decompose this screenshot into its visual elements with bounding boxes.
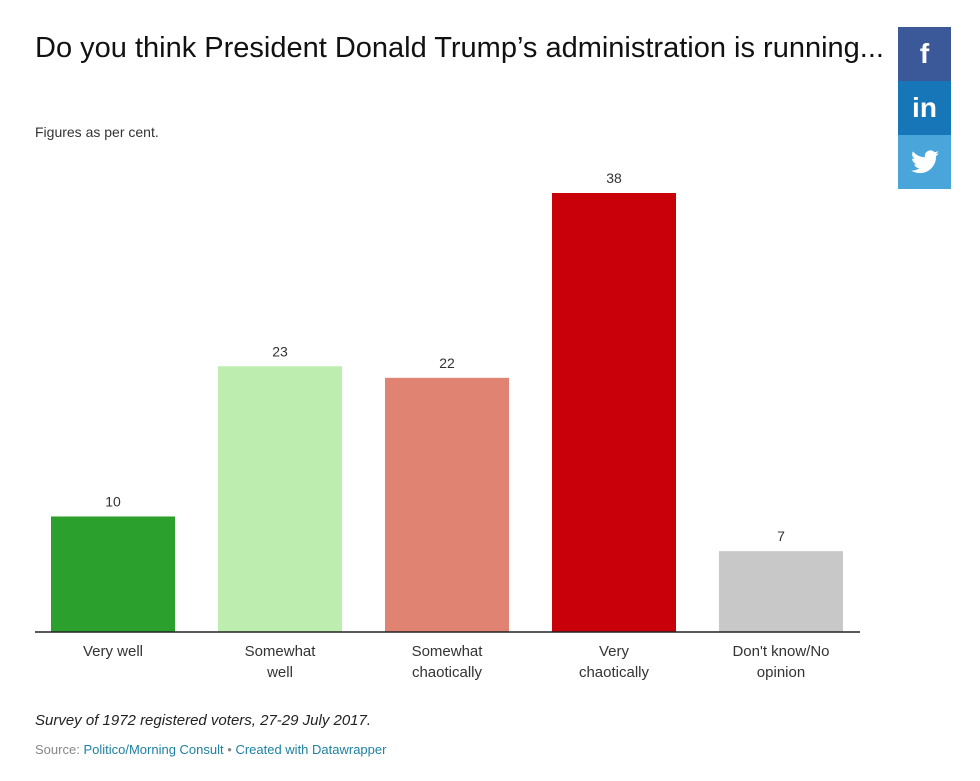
chart-title: Do you think President Donald Trump’s ad… [35, 32, 884, 64]
category-label: Very well [83, 643, 143, 660]
source-line: Source: Politico/Morning Consult • Creat… [35, 742, 386, 757]
value-label: 7 [777, 528, 785, 544]
bar [51, 516, 175, 632]
bar [552, 193, 676, 632]
datawrapper-link[interactable]: Created with Datawrapper [235, 742, 387, 757]
twitter-icon [910, 150, 939, 174]
category-label: Very [599, 643, 630, 660]
value-label: 10 [105, 493, 121, 509]
category-label: opinion [757, 664, 805, 681]
chart-notes: Survey of 1972 registered voters, 27-29 … [35, 712, 372, 729]
chart-subtitle: Figures as per cent. [35, 124, 159, 140]
category-label: well [266, 664, 293, 681]
value-label: 23 [272, 343, 288, 359]
social-share-bar: f in [898, 27, 951, 189]
linkedin-icon: in [912, 92, 937, 123]
value-label: 38 [606, 170, 622, 186]
linkedin-share-button[interactable]: in [898, 81, 951, 135]
category-label: chaotically [412, 664, 483, 681]
bar [218, 366, 342, 632]
facebook-icon: f [919, 38, 930, 69]
category-label: Somewhat [245, 643, 317, 660]
source-link[interactable]: Politico/Morning Consult [83, 742, 224, 757]
bar [385, 377, 509, 632]
category-label: chaotically [579, 664, 650, 681]
category-label: Somewhat [412, 643, 484, 660]
bar [719, 551, 843, 632]
category-label: Don't know/No [732, 643, 829, 660]
separator: • [227, 742, 232, 757]
twitter-share-button[interactable] [898, 135, 951, 189]
facebook-share-button[interactable]: f [898, 27, 951, 81]
source-label: Source: [35, 742, 80, 757]
value-label: 22 [439, 355, 455, 371]
